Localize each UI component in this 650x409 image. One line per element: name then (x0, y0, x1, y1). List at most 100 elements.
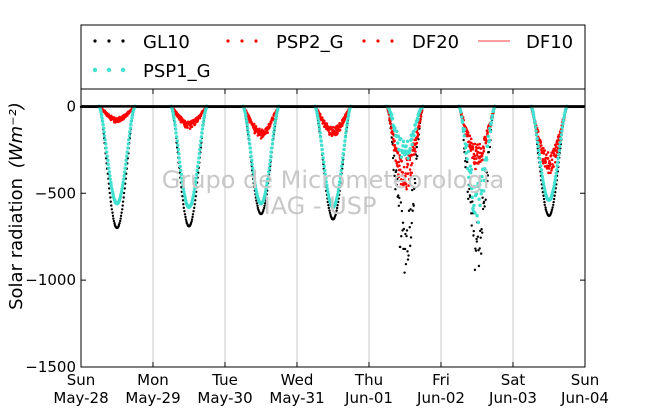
data-point-psp1_g (197, 156, 201, 160)
data-point-psp1_g (322, 160, 326, 164)
data-point-df20 (332, 128, 335, 132)
data-point-psp1_g (247, 134, 251, 138)
data-point-psp1_g (470, 195, 474, 200)
legend-label: DF10 (526, 32, 573, 53)
data-point-psp1_g (269, 146, 274, 150)
data-point-gl10 (396, 177, 399, 181)
data-point-gl10 (256, 206, 260, 210)
data-point-df20 (189, 124, 192, 128)
data-point-psp2_g (476, 150, 480, 154)
data-point-psp1_g (181, 186, 186, 191)
y-tick-label: −500 (35, 184, 76, 202)
data-point-df20 (414, 136, 418, 140)
data-point-psp1_g (268, 162, 272, 166)
data-point-df20 (541, 158, 545, 161)
data-point-psp1_g (174, 135, 179, 139)
data-point-psp1_g (339, 168, 343, 173)
data-point-psp1_g (316, 120, 321, 124)
data-point-df20 (180, 117, 184, 120)
data-point-psp1_g (555, 167, 559, 172)
data-point-gl10 (552, 200, 555, 204)
data-point-psp1_g (200, 127, 205, 131)
data-point-psp1_g (317, 127, 322, 131)
legend-label: DF20 (412, 32, 459, 53)
data-point-psp1_g (559, 133, 564, 137)
data-point-gl10 (482, 200, 486, 204)
data-point-psp1_g (339, 172, 343, 177)
data-point-psp2_g (470, 141, 473, 145)
data-point-psp1_g (99, 110, 103, 115)
data-point-psp1_g (531, 110, 535, 115)
data-point-psp1_g (536, 148, 541, 153)
x-tick-label-day: Tue (211, 371, 238, 389)
y-tick-label: 0 (66, 97, 76, 115)
series-psp1_g (97, 104, 569, 225)
data-point-gl10 (406, 250, 409, 253)
data-point-psp1_g (323, 172, 327, 177)
data-point-df20 (418, 124, 421, 128)
data-point-psp2_g (409, 173, 413, 177)
legend: GL10 PSP2_G DF20 DF10 PSP1_G (80, 24, 586, 90)
data-point-gl10 (552, 203, 555, 207)
data-point-df20 (394, 147, 397, 150)
data-point-psp1_g (179, 176, 184, 180)
data-point-psp1_g (338, 180, 342, 184)
data-point-psp1_g (551, 186, 556, 191)
data-point-df20 (544, 160, 548, 164)
data-point-psp1_g (414, 127, 418, 131)
data-point-gl10 (121, 200, 125, 203)
data-point-psp1_g (315, 111, 319, 115)
data-point-psp1_g (552, 181, 557, 185)
x-tick-label-date: Jun-02 (416, 389, 465, 407)
data-point-psp2_g (541, 161, 545, 165)
data-point-df20 (409, 163, 413, 167)
data-point-psp1_g (267, 170, 271, 174)
data-point-psp1_g (482, 189, 486, 193)
data-point-psp1_g (469, 170, 473, 175)
data-point-psp1_g (253, 180, 257, 185)
data-point-gl10 (191, 213, 195, 216)
data-point-psp1_g (274, 113, 279, 117)
data-point-gl10 (411, 209, 414, 212)
data-point-psp1_g (100, 116, 104, 120)
data-point-psp1_g (480, 175, 484, 179)
data-point-df20 (330, 127, 333, 131)
data-point-gl10 (184, 218, 188, 221)
data-point-gl10 (391, 156, 395, 160)
data-point-psp1_g (533, 122, 537, 126)
data-point-gl10 (481, 207, 485, 211)
data-point-psp1_g (539, 164, 543, 168)
data-point-df20 (337, 129, 341, 132)
data-point-gl10 (110, 208, 114, 211)
data-point-psp1_g (482, 178, 486, 183)
data-point-df20 (403, 184, 406, 188)
data-point-df20 (407, 177, 411, 181)
x-tick-label-day: Fri (432, 371, 450, 389)
data-point-psp1_g (101, 122, 105, 127)
data-point-gl10 (394, 188, 397, 191)
y-axis-label: Solar radiation (Wm⁻²) (6, 102, 27, 310)
data-point-psp1_g (337, 183, 341, 188)
data-point-psp1_g (103, 138, 107, 142)
data-point-psp1_g (561, 122, 565, 126)
watermark-line-1: Grupo de Micrometeorologia (162, 166, 504, 194)
data-point-gl10 (405, 234, 408, 238)
data-point-gl10 (554, 190, 557, 194)
legend-marker (107, 39, 111, 43)
data-point-gl10 (470, 224, 473, 227)
data-point-df20 (484, 138, 488, 142)
legend-label: PSP2_G (276, 32, 344, 53)
data-point-psp1_g (269, 150, 273, 154)
data-point-gl10 (481, 196, 484, 199)
data-point-psp1_g (245, 122, 249, 127)
data-point-psp1_g (267, 166, 272, 170)
data-point-psp1_g (318, 135, 323, 139)
data-point-psp1_g (326, 189, 330, 194)
data-point-psp1_g (541, 178, 545, 182)
data-point-psp1_g (490, 113, 494, 118)
data-point-psp1_g (192, 189, 196, 194)
data-point-psp1_g (173, 123, 177, 127)
data-point-gl10 (478, 247, 481, 250)
data-point-psp1_g (265, 177, 270, 181)
data-point-psp1_g (246, 130, 250, 134)
